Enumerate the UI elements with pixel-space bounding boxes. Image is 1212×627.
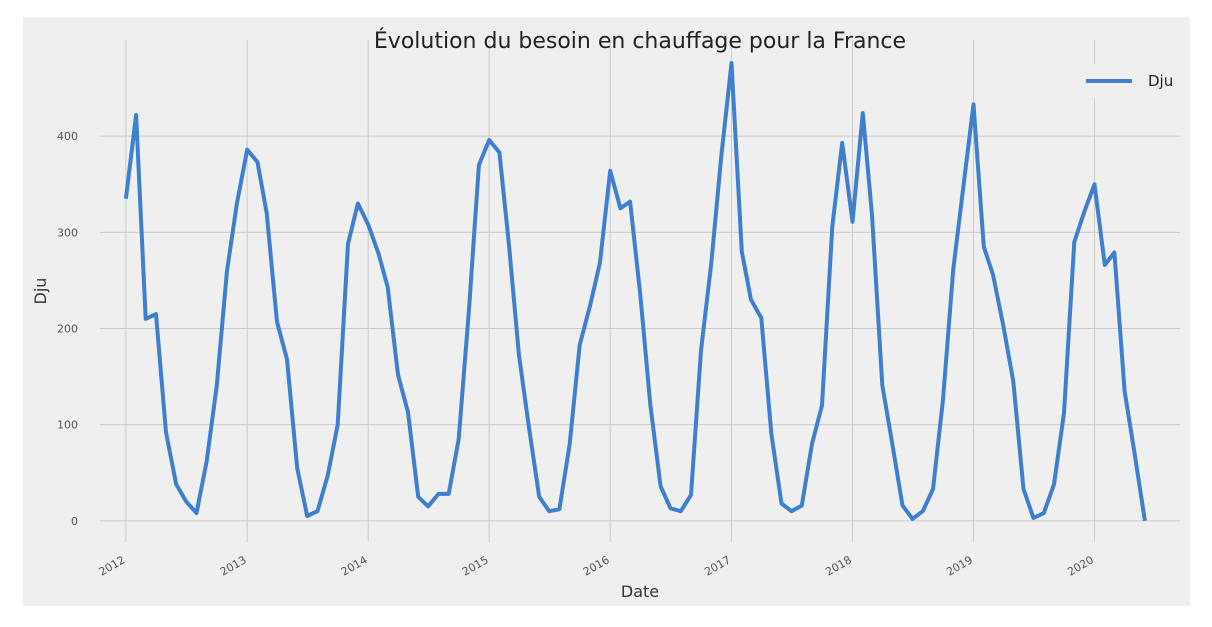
chart-title: Évolution du besoin en chauffage pour la… xyxy=(374,28,906,54)
series-line-dju xyxy=(123,61,1147,522)
legend: Dju xyxy=(1078,64,1176,98)
y-tick-label: 300 xyxy=(57,226,78,239)
series-group xyxy=(123,61,1147,522)
x-axis-label: Date xyxy=(621,582,659,601)
y-tick-label: 200 xyxy=(57,323,78,336)
y-tick-label: 0 xyxy=(71,515,78,528)
y-tick-label: 400 xyxy=(57,130,78,143)
y-axis-label: Dju xyxy=(31,278,50,305)
y-tick-label: 100 xyxy=(57,419,78,432)
legend-entry-dju: Dju xyxy=(1148,72,1173,90)
y-axis-ticks: 0 100 200 300 400 xyxy=(57,130,78,528)
grid-lines xyxy=(100,40,1180,542)
